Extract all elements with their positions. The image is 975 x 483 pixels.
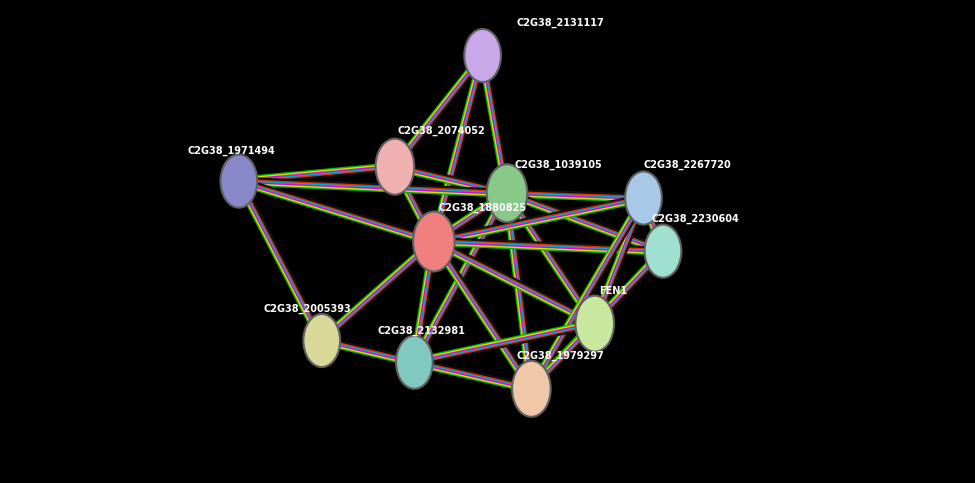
Ellipse shape	[375, 139, 414, 195]
Ellipse shape	[396, 336, 433, 389]
Text: C2G38_2005393: C2G38_2005393	[263, 304, 351, 314]
Ellipse shape	[512, 361, 551, 417]
Text: C2G38_2074052: C2G38_2074052	[398, 126, 486, 136]
Ellipse shape	[303, 314, 340, 367]
Text: C2G38_2132981: C2G38_2132981	[377, 326, 465, 336]
Ellipse shape	[220, 155, 257, 208]
Text: C2G38_2230604: C2G38_2230604	[651, 213, 739, 224]
Ellipse shape	[413, 212, 454, 271]
Text: C2G38_1039105: C2G38_1039105	[515, 160, 603, 170]
Ellipse shape	[487, 164, 527, 222]
Ellipse shape	[625, 171, 662, 225]
Ellipse shape	[644, 225, 682, 278]
Text: C2G38_1971494: C2G38_1971494	[187, 145, 275, 156]
Text: C2G38_2131117: C2G38_2131117	[517, 18, 604, 28]
Text: C2G38_2267720: C2G38_2267720	[644, 160, 731, 170]
Ellipse shape	[464, 29, 501, 82]
Text: C2G38_1880825: C2G38_1880825	[439, 203, 526, 213]
Ellipse shape	[575, 296, 614, 352]
Text: FEN1: FEN1	[600, 285, 628, 296]
Text: C2G38_1979297: C2G38_1979297	[517, 351, 604, 361]
